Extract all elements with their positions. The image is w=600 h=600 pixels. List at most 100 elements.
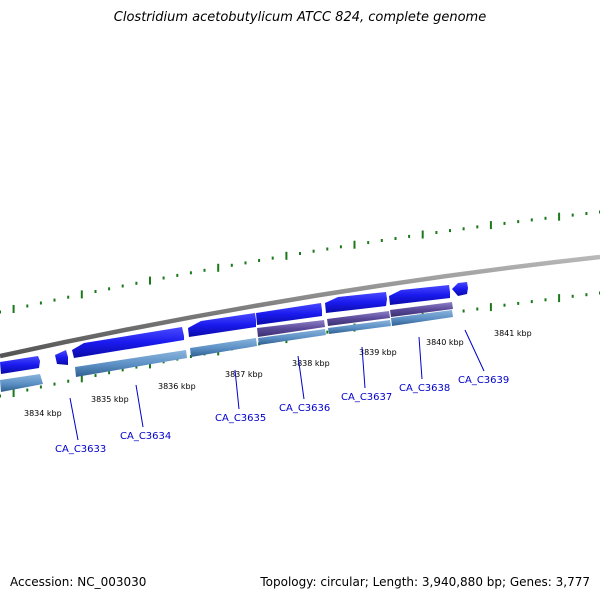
minor-tick xyxy=(0,310,1,314)
cds-feature[interactable] xyxy=(328,320,391,334)
minor-tick xyxy=(189,355,192,358)
minor-tick xyxy=(26,304,29,308)
backbone-circle xyxy=(0,254,600,359)
minor-tick xyxy=(121,368,124,372)
cds-feature[interactable] xyxy=(0,374,43,392)
minor-tick xyxy=(530,300,533,304)
gene-label-ca-c3636[interactable]: CA_C3636 xyxy=(279,403,330,414)
minor-tick xyxy=(585,212,588,215)
minor-tick xyxy=(94,374,97,377)
major-tick xyxy=(80,290,83,299)
gene-label-ca-c3637[interactable]: CA_C3637 xyxy=(341,392,392,403)
minor-tick xyxy=(189,271,192,275)
minor-tick xyxy=(367,241,370,245)
gene-label-ca-c3635[interactable]: CA_C3635 xyxy=(215,413,266,424)
kbp-label: 3835 kbp xyxy=(91,395,129,404)
gene-leaders xyxy=(69,329,485,441)
minor-tick xyxy=(299,252,301,255)
minor-tick xyxy=(339,245,342,249)
cds-feature[interactable] xyxy=(257,320,325,337)
major-tick xyxy=(149,360,151,369)
cds-feature[interactable] xyxy=(325,292,387,313)
minor-tick xyxy=(503,303,506,307)
kbp-label: 3838 kbp xyxy=(292,359,330,368)
cds-feature[interactable] xyxy=(389,285,450,305)
minor-tick xyxy=(26,388,29,392)
minor-tick xyxy=(67,295,70,299)
minor-tick xyxy=(258,259,261,262)
minor-tick xyxy=(462,227,465,231)
minor-tick xyxy=(503,221,506,225)
minor-tick xyxy=(476,225,479,229)
minor-tick xyxy=(476,307,479,311)
minor-tick xyxy=(176,273,179,277)
minor-tick xyxy=(380,239,383,242)
cds-feature[interactable] xyxy=(452,282,468,296)
cds-feature[interactable] xyxy=(390,302,453,317)
minor-tick xyxy=(408,234,411,238)
cds-feature[interactable] xyxy=(188,313,256,337)
major-tick xyxy=(80,374,83,383)
cds-feature[interactable] xyxy=(75,350,187,377)
kbp-label: 3841 kbp xyxy=(494,329,532,338)
minor-tick xyxy=(108,371,111,375)
major-tick xyxy=(558,212,561,221)
minor-tick xyxy=(135,365,138,369)
major-tick xyxy=(421,230,424,239)
minor-tick xyxy=(39,301,42,305)
minor-tick xyxy=(53,298,56,302)
minor-tick xyxy=(544,216,547,220)
minor-tick xyxy=(94,290,97,293)
cds-feature[interactable] xyxy=(190,338,257,357)
minor-tick xyxy=(571,213,574,217)
minor-tick xyxy=(162,276,165,280)
minor-tick xyxy=(517,301,520,305)
minor-tick xyxy=(517,220,520,224)
major-tick xyxy=(489,221,492,230)
minor-tick xyxy=(449,229,451,233)
kbp-label: 3834 kbp xyxy=(24,409,62,418)
kbp-labels: 3834 kbp 3835 kbp 3836 kbp 3837 kbp 3838… xyxy=(24,329,532,418)
minor-tick xyxy=(39,385,42,389)
kbp-label: 3839 kbp xyxy=(359,348,397,357)
minor-tick xyxy=(53,382,56,386)
gene-labels: CA_C3633 CA_C3634 CA_C3635 CA_C3636 CA_C… xyxy=(55,375,509,455)
minor-tick xyxy=(0,394,1,398)
minor-tick xyxy=(326,330,329,334)
minor-tick xyxy=(530,218,533,222)
outer-tick-track xyxy=(0,210,600,314)
major-tick xyxy=(12,305,15,313)
minor-tick xyxy=(135,281,138,285)
cds-feature[interactable] xyxy=(327,311,390,326)
major-tick xyxy=(12,389,15,397)
minor-tick xyxy=(121,284,124,288)
kbp-label: 3837 kbp xyxy=(225,370,263,379)
minor-tick xyxy=(271,256,274,260)
major-tick xyxy=(217,263,220,272)
gene-label-ca-c3634[interactable]: CA_C3634 xyxy=(120,431,171,442)
major-tick xyxy=(353,240,356,249)
cds-feature[interactable] xyxy=(0,356,40,374)
kbp-label: 3840 kbp xyxy=(426,338,464,347)
minor-tick xyxy=(544,298,547,302)
cds-feature[interactable] xyxy=(72,327,184,358)
gene-label-ca-c3639[interactable]: CA_C3639 xyxy=(458,375,509,386)
minor-tick xyxy=(244,261,247,265)
minor-tick xyxy=(462,309,465,313)
cds-feature[interactable] xyxy=(258,329,326,345)
major-tick xyxy=(558,294,561,303)
gene-label-ca-c3633[interactable]: CA_C3633 xyxy=(55,444,106,455)
accession-text: Accession: NC_003030 xyxy=(10,575,147,589)
cds-feature[interactable] xyxy=(391,310,453,326)
minor-tick xyxy=(435,231,438,234)
genome-summary-text: Topology: circular; Length: 3,940,880 bp… xyxy=(260,575,590,589)
cds-feature[interactable] xyxy=(55,350,68,365)
cds-feature[interactable] xyxy=(256,303,322,325)
minor-tick xyxy=(571,294,574,298)
minor-tick xyxy=(585,293,588,297)
major-tick xyxy=(149,276,151,285)
reverse-strand-track xyxy=(0,302,453,392)
gene-label-ca-c3638[interactable]: CA_C3638 xyxy=(399,383,450,394)
